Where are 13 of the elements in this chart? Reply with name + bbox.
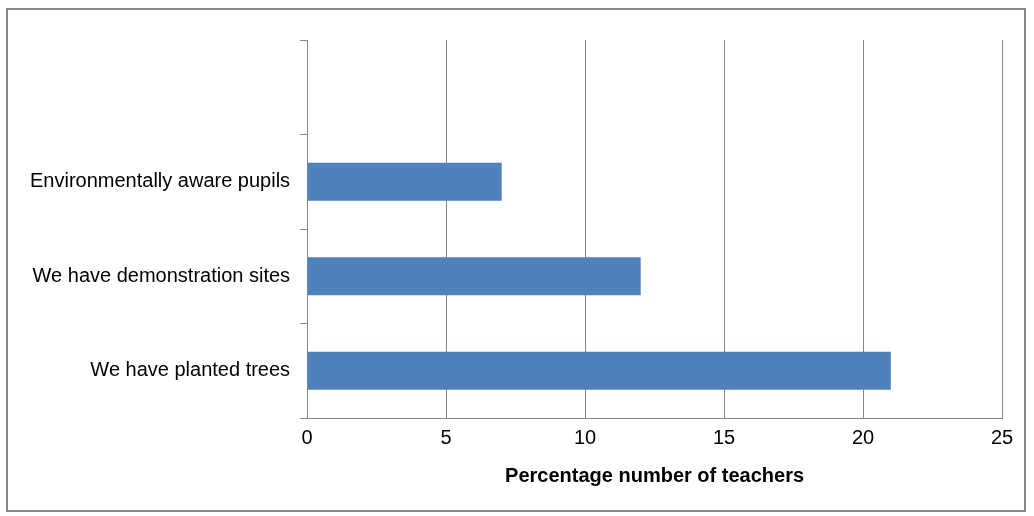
x-tick-label: 0: [301, 425, 313, 448]
x-tick-label: 10: [573, 425, 597, 448]
x-tick-label: 5: [440, 425, 452, 448]
y-tick-label: We have planted trees: [90, 358, 291, 381]
bar: [307, 257, 641, 296]
x-axis-title: Percentage number of teachers: [505, 463, 805, 486]
bar: [307, 351, 891, 390]
y-tick-label: Environmentally aware pupils: [29, 169, 291, 192]
bar: [307, 162, 502, 201]
x-tick-label: 25: [990, 425, 1014, 448]
x-tick-label: 15: [712, 425, 736, 448]
x-tick-label: 20: [851, 425, 875, 448]
y-tick-label: We have demonstration sites: [32, 263, 291, 286]
